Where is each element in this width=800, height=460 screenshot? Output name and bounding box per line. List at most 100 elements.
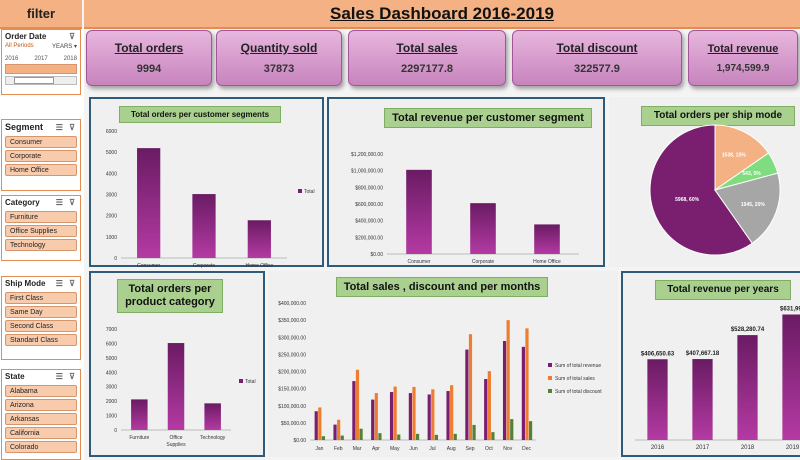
segment-item[interactable]: Consumer — [5, 136, 77, 148]
y-tick-label: 7000 — [106, 327, 117, 333]
data-label: $631,999 — [780, 307, 800, 313]
bar-sum-of-total-sales — [393, 386, 397, 440]
state-item[interactable]: Arkansas — [5, 413, 77, 425]
kpi-label: Total sales — [396, 41, 458, 55]
y-tick-label: 2000 — [106, 399, 117, 405]
multiselect-icon[interactable]: ☰ ⊽ — [55, 279, 77, 288]
timeline-year: 2016 — [5, 56, 19, 62]
bar-sum-of-total-sales — [506, 320, 510, 440]
y-tick-label: $0.00 — [293, 438, 306, 444]
kpi-value: 1,974,599.9 — [716, 62, 770, 74]
bar-sum-of-total-discount — [491, 432, 495, 440]
chart-title: Total revenue per years — [655, 280, 791, 300]
state-item[interactable]: Arizona — [5, 399, 77, 411]
segment-title: Segment — [5, 122, 44, 132]
ship-mode-title: Ship Mode — [5, 279, 46, 288]
kpi-total-revenue: Total revenue 1,974,599.9 — [688, 30, 798, 86]
bar-sum-of-total-revenue — [333, 424, 337, 440]
y-tick-label: 3000 — [106, 385, 117, 391]
ship-mode-item[interactable]: First Class — [5, 292, 77, 304]
ship-mode-item[interactable]: Same Day — [5, 306, 77, 318]
period-unit-dropdown[interactable]: YEARS ▾ — [51, 44, 77, 50]
y-tick-label: $800,000.00 — [355, 185, 383, 191]
bar-sum-of-total-sales — [374, 393, 378, 440]
scrollbar-thumb[interactable] — [14, 77, 54, 84]
title-bar: Sales Dashboard 2016-2019 — [84, 0, 800, 29]
bar-sum-of-total-discount — [321, 436, 326, 440]
bar-sum-of-total-revenue — [389, 392, 394, 440]
bar — [137, 148, 161, 258]
chart-orders-per-ship-mode: Total orders per ship mode 5968, 60% 1538… — [609, 97, 800, 267]
x-tick-label: 2018 — [741, 445, 755, 451]
y-tick-label: 4000 — [106, 171, 117, 177]
ship-mode-item[interactable]: Standard Class — [5, 334, 77, 346]
clear-filter-icon[interactable]: ⊽ — [69, 32, 77, 41]
bar-sum-of-total-discount — [359, 428, 363, 440]
pie-data-label: 1538, 15% — [722, 152, 746, 158]
category-item[interactable]: Technology — [5, 239, 77, 251]
x-tick-label: May — [390, 446, 400, 452]
category-slicer: Category ☰ ⊽ Furniture Office Supplies Te… — [1, 195, 81, 261]
x-tick-label: 2019 — [786, 445, 800, 451]
timeline-bar[interactable] — [5, 64, 77, 74]
chart-svg: 0 1000 2000 3000 4000 5000 6000 Consumer Corpora… — [106, 129, 315, 269]
legend-swatch — [548, 376, 552, 380]
bar-sum-of-total-discount — [472, 424, 476, 440]
y-tick-label: $400,000.00 — [278, 301, 306, 307]
state-item[interactable]: Alabama — [5, 385, 77, 397]
kpi-total-discount: Total discount 322577.9 — [512, 30, 682, 86]
period-unit: YEARS — [51, 44, 73, 50]
bar — [131, 399, 148, 430]
category-item[interactable]: Furniture — [5, 211, 77, 223]
category-item[interactable]: Office Supplies — [5, 225, 77, 237]
ship-mode-item[interactable]: Second Class — [5, 320, 77, 332]
y-tick-label: $150,000.00 — [278, 387, 306, 393]
y-tick-label: $250,000.00 — [278, 352, 306, 358]
bar-sum-of-total-discount — [397, 434, 401, 440]
chart-svg: $0.00 $50,000.00 $100,000.00 $150,000.00 $20… — [278, 301, 602, 452]
bar-sum-of-total-sales — [468, 334, 473, 440]
bar-sum-of-total-discount — [528, 421, 533, 440]
kpi-label: Quantity sold — [240, 41, 318, 55]
data-label: $407,667.18 — [686, 351, 720, 357]
bar — [534, 224, 560, 254]
x-tick-label: Aug — [447, 446, 456, 452]
pie-slice — [714, 124, 770, 191]
bar-sum-of-total-revenue — [314, 411, 318, 440]
legend-swatch — [548, 363, 552, 367]
bar — [470, 203, 496, 254]
x-tick-label: Supplies — [166, 442, 186, 448]
bar — [782, 314, 800, 440]
bar-sum-of-total-discount — [340, 435, 344, 440]
x-tick-label: Sep — [466, 446, 475, 452]
y-tick-label: $50,000.00 — [281, 421, 306, 427]
timeline-scrollbar[interactable] — [5, 76, 77, 85]
x-tick-label: Apr — [372, 446, 380, 452]
kpi-quantity-sold: Quantity sold 37873 — [216, 30, 342, 86]
y-tick-label: 4000 — [106, 370, 117, 376]
multiselect-icon[interactable]: ☰ ⊽ — [55, 122, 77, 132]
chart-svg: 5968, 60% 1538, 15% 543, 5% 1945, 20% — [649, 124, 781, 256]
y-tick-label: 6000 — [106, 341, 117, 347]
chart-title: Total orders per customer segments — [119, 106, 281, 123]
segment-item[interactable]: Corporate — [5, 150, 77, 162]
y-tick-label: 5000 — [106, 356, 117, 362]
state-item[interactable]: California — [5, 427, 77, 439]
bar-sum-of-total-revenue — [352, 381, 356, 440]
bar-sum-of-total-sales — [318, 407, 322, 440]
chart-svg: $0.00 $200,000.00 $400,000.00 $600,000.00 $8… — [351, 152, 579, 265]
legend-swatch — [239, 379, 243, 383]
segment-slicer: Segment ☰ ⊽ Consumer Corporate Home Offic… — [1, 119, 81, 191]
bar — [406, 169, 432, 254]
x-tick-label: Corporate — [193, 263, 215, 269]
state-item[interactable]: Colorado — [5, 441, 77, 453]
multiselect-icon[interactable]: ☰ ⊽ — [55, 372, 77, 381]
bar-sum-of-total-discount — [453, 433, 457, 440]
segment-item[interactable]: Home Office — [5, 164, 77, 176]
bar — [692, 359, 713, 440]
legend-label: Sum of total revenue — [555, 363, 601, 369]
multiselect-icon[interactable]: ☰ ⊽ — [55, 198, 77, 207]
x-tick-label: Technology — [200, 435, 226, 441]
x-tick-label: Consumer — [407, 259, 430, 265]
y-tick-label: $200,000.00 — [355, 235, 383, 241]
